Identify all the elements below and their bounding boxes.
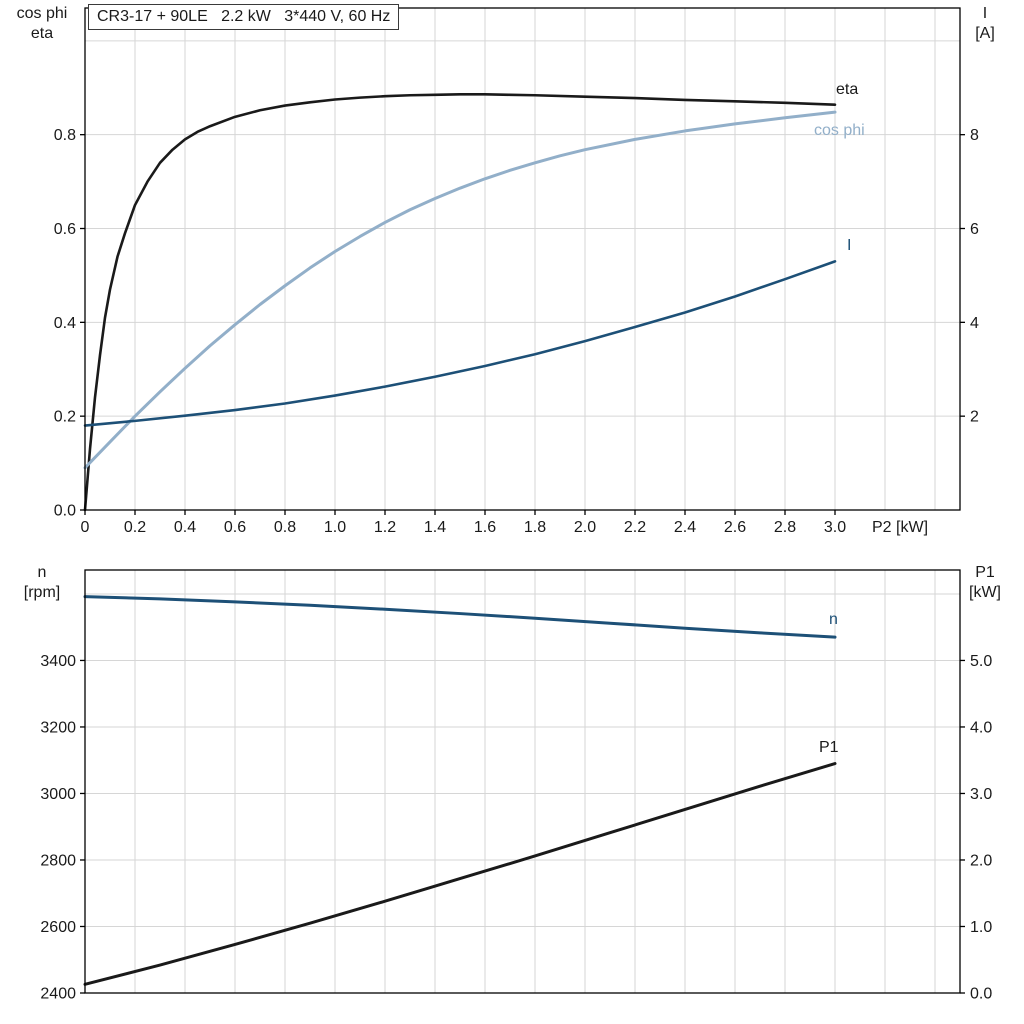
right-tick-label: 0.0 — [970, 986, 992, 1003]
x-tick-label: 2.0 — [574, 519, 596, 536]
x-tick-label: 2.4 — [674, 519, 696, 536]
left-tick-label: 0.6 — [54, 221, 76, 238]
x-tick-label: 2.2 — [624, 519, 646, 536]
bottom-left-axis-title: n [rpm] — [0, 563, 84, 603]
left-tick-label: 3400 — [40, 653, 76, 670]
series-label-current: I — [847, 237, 852, 254]
top-left-axis-title: cos phi eta — [0, 4, 84, 44]
left-tick-label: 0.8 — [54, 127, 76, 144]
left-tick-label: 0.0 — [54, 503, 76, 520]
left-tick-label: 0.2 — [54, 409, 76, 426]
chart-title-box: CR3-17 + 90LE 2.2 kW 3*440 V, 60 Hz — [88, 4, 400, 30]
x-tick-label: 1.6 — [474, 519, 496, 536]
right-tick-label: 6 — [970, 221, 979, 238]
x-tick-label: 3.0 — [824, 519, 846, 536]
top-right-axis-title: I [A] — [952, 4, 1018, 44]
left-tick-label: 0.4 — [54, 315, 76, 332]
series-label-p1: P1 — [819, 739, 839, 756]
x-tick-label: 2.8 — [774, 519, 796, 536]
x-tick-label: 0.6 — [224, 519, 246, 536]
bottom-left-axis-line2: [rpm] — [23, 584, 61, 601]
left-axis-line1: cos phi — [16, 5, 68, 22]
series-label-eta: eta — [836, 81, 859, 98]
curve-n — [83, 595, 837, 639]
bottom-right-axis-title: P1 [kW] — [952, 563, 1018, 603]
right-axis-line1: I — [982, 5, 988, 22]
bottom-right-axis-line1: P1 — [975, 564, 995, 581]
x-tick-label: 0.2 — [124, 519, 146, 536]
left-axis-line2: eta — [30, 25, 54, 42]
x-tick-label: 1.4 — [424, 519, 446, 536]
x-tick-label: 1.0 — [324, 519, 346, 536]
left-tick-label: 2400 — [40, 986, 76, 1003]
right-axis-line2: [A] — [975, 25, 995, 42]
x-tick-label: 0.8 — [274, 519, 296, 536]
right-tick-label: 1.0 — [970, 919, 992, 936]
x-axis-title: P2 [kW] — [872, 519, 929, 536]
x-tick-label: 0 — [81, 519, 90, 536]
right-tick-label: 4 — [970, 315, 979, 332]
x-tick-label: 1.2 — [374, 519, 396, 536]
left-tick-label: 2600 — [40, 919, 76, 936]
curve-cos-phi — [83, 110, 837, 470]
plot-frame — [84, 7, 961, 511]
bottom-left-axis-line1: n — [37, 564, 47, 581]
plot-frame — [84, 569, 961, 994]
right-tick-label: 4.0 — [970, 719, 992, 736]
left-tick-label: 2800 — [40, 852, 76, 869]
series-label-cosphi: cos phi — [814, 122, 865, 139]
right-tick-label: 2.0 — [970, 852, 992, 869]
bottom-right-axis-line2: [kW] — [969, 584, 1001, 601]
series-label-speed: n — [829, 611, 838, 628]
curve-P1 — [83, 762, 837, 986]
x-tick-label: 1.8 — [524, 519, 546, 536]
left-tick-label: 3200 — [40, 719, 76, 736]
x-tick-label: 0.4 — [174, 519, 196, 536]
curve-I — [83, 260, 837, 427]
left-tick-label: 3000 — [40, 786, 76, 803]
right-tick-label: 2 — [970, 409, 979, 426]
curve-eta — [83, 93, 837, 512]
right-tick-label: 3.0 — [970, 786, 992, 803]
right-tick-label: 8 — [970, 127, 979, 144]
x-tick-label: 2.6 — [724, 519, 746, 536]
right-tick-label: 5.0 — [970, 653, 992, 670]
